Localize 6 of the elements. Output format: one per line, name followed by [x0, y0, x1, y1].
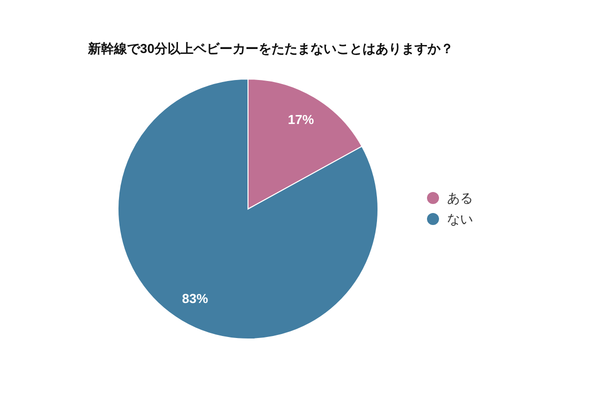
legend-label: ない [447, 212, 473, 226]
data-label: 17% [288, 112, 314, 127]
legend-label: ある [447, 190, 473, 206]
data-label: 83% [182, 291, 209, 306]
chart-title: 新幹線で30分以上ベビーカーをたたまないことはありますか？ [87, 41, 454, 56]
pie-slice [118, 78, 378, 340]
